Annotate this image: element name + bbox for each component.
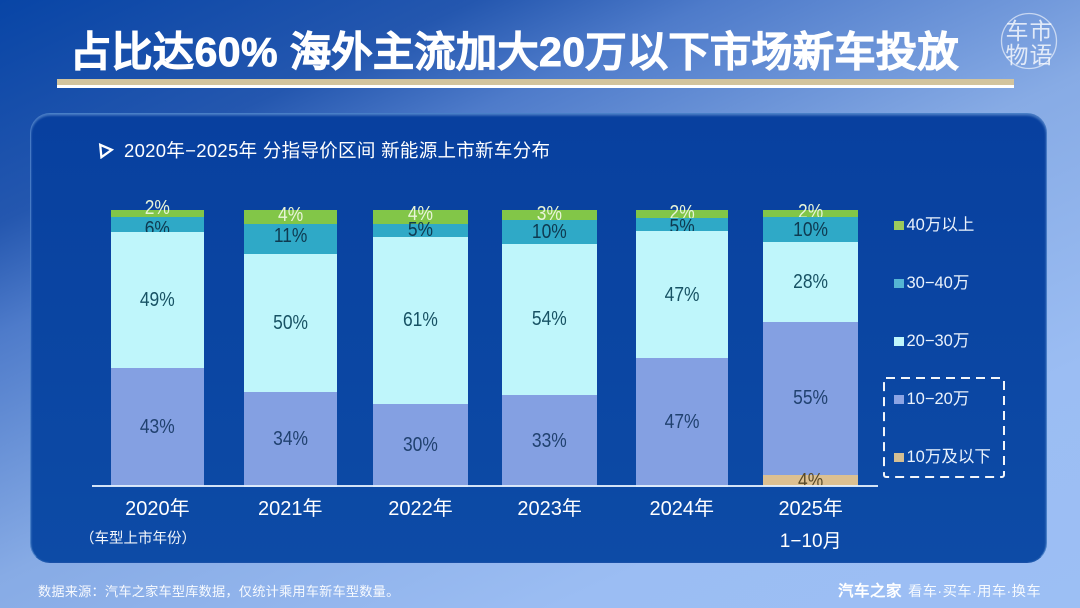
svg-text:车: 车 — [1006, 18, 1029, 44]
svg-text:物: 物 — [1006, 42, 1029, 68]
svg-text:语: 语 — [1030, 42, 1053, 68]
svg-text:市: 市 — [1030, 18, 1053, 44]
